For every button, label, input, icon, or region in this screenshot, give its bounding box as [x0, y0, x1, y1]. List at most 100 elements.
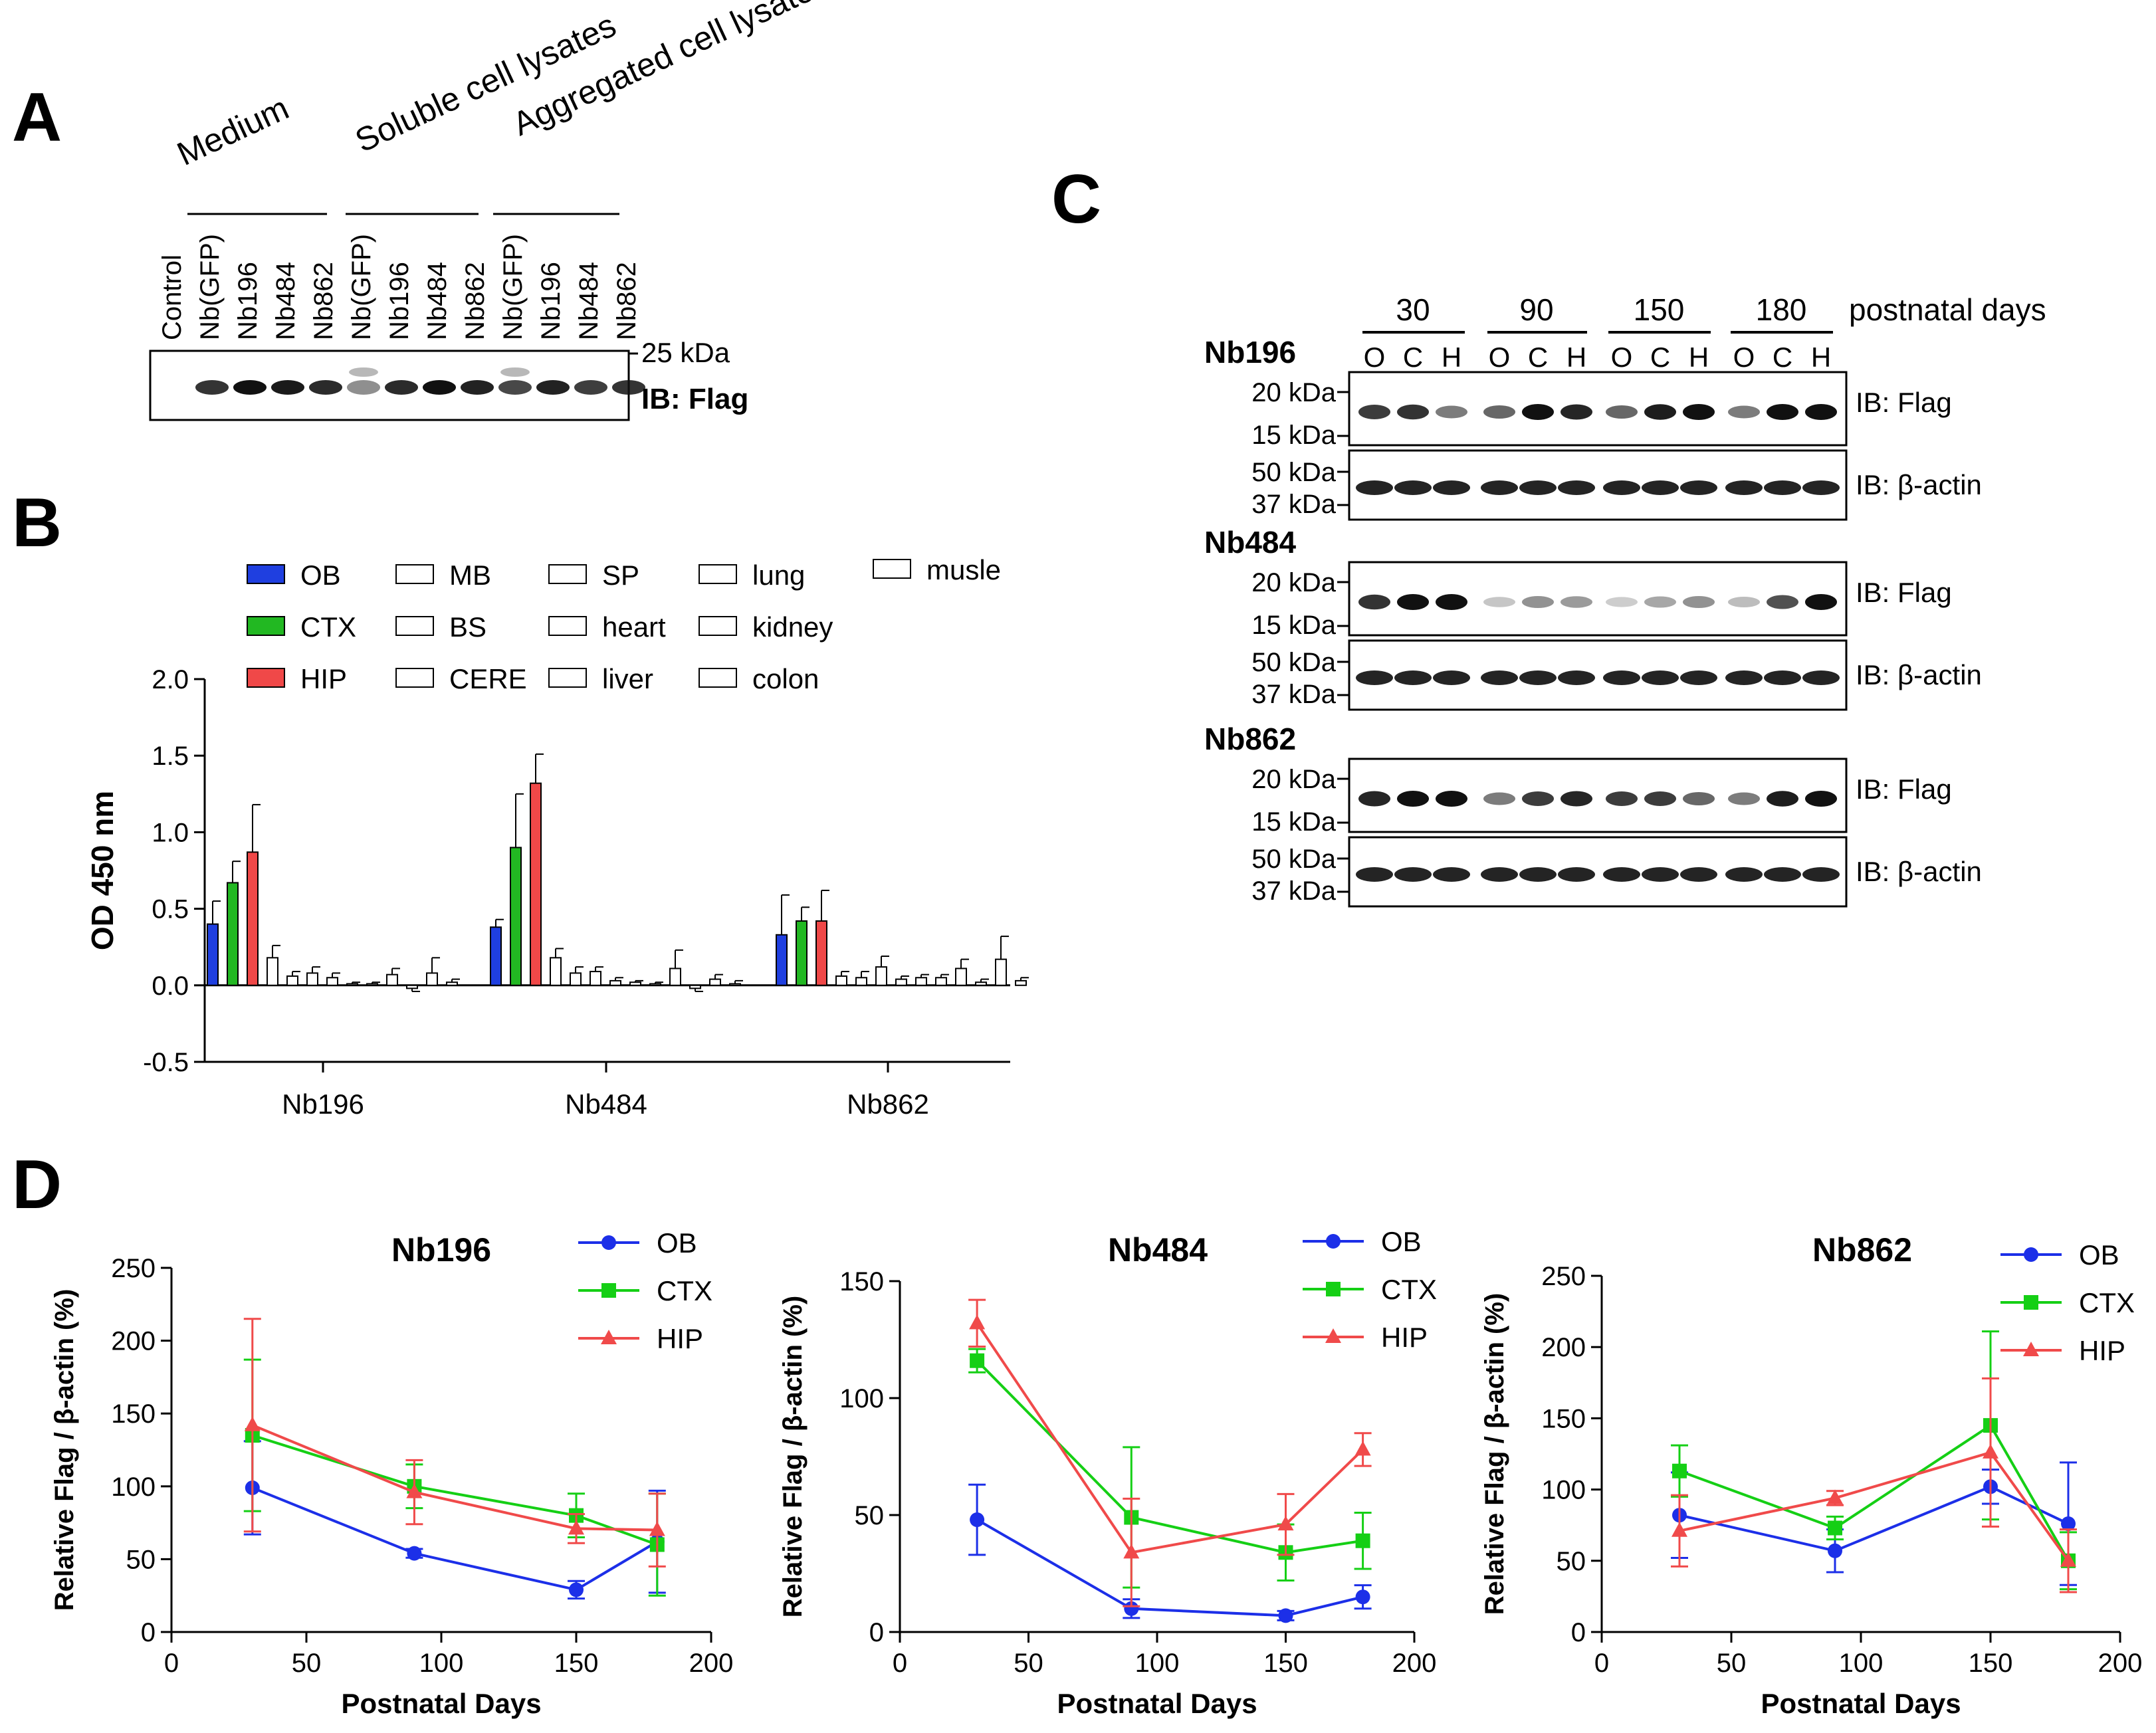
bar-CERE [590, 971, 601, 986]
y-tick-label: 50 [126, 1545, 156, 1574]
lane-label: Nb(GFP) [347, 234, 376, 340]
flag-band [1483, 597, 1515, 607]
bar-OB [207, 923, 219, 986]
band [349, 367, 378, 377]
marker-label: 50 kDa [1251, 845, 1336, 874]
ib-label: IB: β-actin [1856, 856, 1982, 887]
panel-letter-a: A [12, 79, 62, 156]
flag-band [1644, 404, 1676, 420]
legend-swatch [395, 616, 434, 636]
legend-label: OB [657, 1227, 697, 1259]
band [195, 380, 229, 395]
flag-band [1728, 597, 1760, 607]
ib-label: IB: β-actin [1856, 659, 1982, 690]
lane-label: Nb862 [461, 262, 490, 340]
flag-band [1767, 791, 1798, 807]
legend-label: heart [602, 611, 666, 643]
legend-swatch [699, 564, 737, 584]
legend-label: OB [300, 560, 341, 591]
y-tick-label: 1.0 [152, 818, 189, 847]
region-label: H [1566, 342, 1586, 373]
bar-liver [935, 977, 947, 986]
band [347, 380, 380, 395]
y-tick-label: 0 [869, 1618, 884, 1647]
legend-marker [2023, 1342, 2039, 1356]
series-line-HIP [252, 1423, 657, 1532]
actin-blot [1348, 639, 1848, 711]
actin-band [1725, 480, 1763, 495]
flag-band [1522, 404, 1554, 420]
point-HIP [969, 1314, 986, 1330]
legend-marker [2024, 1295, 2038, 1310]
legend-label: CTX [657, 1275, 712, 1306]
actin-band [1680, 670, 1717, 685]
lane-label: Nb196 [233, 262, 263, 340]
blot-name: Nb862 [1204, 722, 1296, 756]
actin-band [1764, 480, 1801, 495]
band [500, 367, 530, 377]
bar-musle [1015, 979, 1027, 986]
bar-BS [570, 972, 582, 986]
x-tick-label: 50 [292, 1649, 322, 1678]
lane-label: Nb(GFP) [498, 234, 528, 340]
bar-SP [609, 979, 621, 986]
bar-SP [895, 978, 907, 986]
actin-band [1481, 867, 1518, 882]
x-axis-label: Postnatal Days [1057, 1688, 1257, 1719]
band [574, 380, 607, 395]
lane-label: Nb862 [612, 262, 641, 340]
point-CTX [1355, 1533, 1370, 1548]
legend-swatch [395, 668, 434, 688]
point-CTX [1672, 1463, 1687, 1478]
y-tick-label: 0 [141, 1618, 156, 1647]
y-tick-label: 250 [111, 1254, 156, 1283]
marker-label: 20 kDa [1251, 568, 1336, 597]
flag-band [1561, 404, 1592, 420]
legend-marker [601, 1330, 617, 1344]
bar-colon [709, 978, 721, 986]
flag-band [1358, 791, 1390, 807]
flag-band [1483, 405, 1515, 419]
legend-label: CERE [449, 663, 527, 694]
legend-label: SP [602, 560, 639, 591]
series-line-OB [976, 1518, 1364, 1617]
y-tick-label: 100 [111, 1473, 156, 1502]
bar-CERE [306, 972, 318, 986]
day-label: 150 [1634, 292, 1685, 327]
lane-label: Nb484 [574, 262, 603, 340]
series-line-CTX [1679, 1423, 2070, 1562]
actin-band [1764, 670, 1801, 685]
actin-band [1642, 867, 1679, 882]
marker-label: 15 kDa [1251, 421, 1336, 450]
x-axis-label: Postnatal Days [1761, 1688, 1961, 1719]
marker-label: 50 kDa [1251, 458, 1336, 487]
actin-band [1603, 867, 1640, 882]
y-axis-label: OD 450 nm [85, 791, 120, 950]
point-HIP [244, 1416, 261, 1431]
series-line-HIP [976, 1322, 1364, 1554]
bar-colon [426, 972, 438, 986]
band [612, 380, 645, 395]
actin-band [1802, 480, 1840, 495]
actin-band [1481, 670, 1518, 685]
x-tick-label: 100 [1839, 1649, 1884, 1678]
actin-band [1680, 480, 1717, 495]
actin-band [1356, 670, 1393, 685]
actin-band [1802, 867, 1840, 882]
lane-label: Nb484 [423, 262, 452, 340]
region-label: C [1773, 342, 1792, 373]
lane-label: Nb862 [309, 262, 338, 340]
flag-band [1397, 404, 1429, 420]
legend-label: liver [602, 663, 653, 694]
bar-MB [267, 957, 278, 986]
legend-label: HIP [300, 663, 347, 694]
band [498, 380, 532, 395]
point-CTX [1828, 1520, 1842, 1536]
bar-kidney [406, 984, 418, 989]
actin-band [1802, 670, 1840, 685]
actin-band [1356, 867, 1393, 882]
day-label: 180 [1756, 292, 1807, 327]
region-label: H [1689, 342, 1709, 373]
point-HIP [1671, 1522, 1687, 1537]
